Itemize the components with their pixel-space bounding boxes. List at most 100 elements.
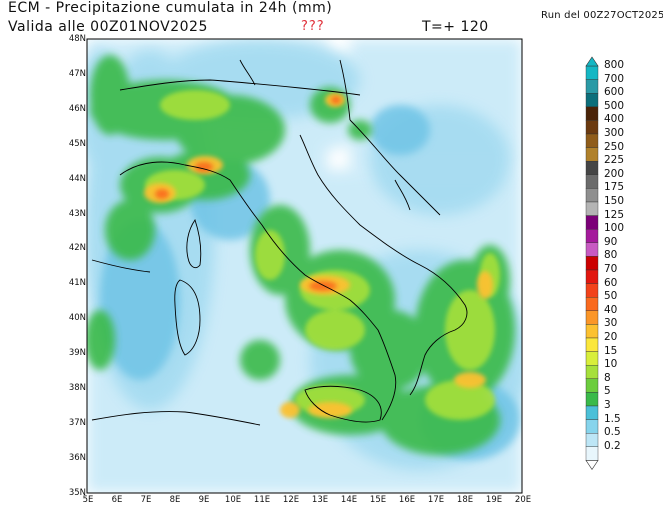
legend-level-label: 60	[604, 276, 618, 289]
legend-level-label: 100	[604, 222, 625, 235]
lon-tick-label: 12E	[282, 495, 300, 505]
lon-tick-label: 13E	[311, 495, 329, 505]
legend-swatch	[585, 256, 599, 271]
legend-swatch	[585, 337, 599, 352]
legend-top-arrow	[585, 56, 599, 67]
plot-frame	[86, 38, 523, 494]
legend-swatch	[585, 228, 599, 243]
legend-level-label: 500	[604, 99, 625, 112]
lat-tick-label: 44N	[68, 173, 86, 184]
legend-swatch	[585, 242, 599, 257]
lon-tick-label: 20E	[514, 495, 532, 505]
legend-level-label: 0.2	[604, 439, 621, 452]
valid-time: Valida alle 00Z01NOV2025	[8, 19, 208, 35]
lat-tick-label: 36N	[68, 452, 86, 463]
lat-tick-label: 43N	[68, 208, 86, 219]
legend-level-label: 15	[604, 344, 618, 357]
legend-swatch	[585, 79, 599, 94]
legend-swatch	[585, 378, 599, 393]
legend-level-label: 300	[604, 127, 625, 139]
coastlines	[91, 59, 468, 426]
legend-level-label: 700	[604, 72, 625, 85]
legend-level-label: 10	[604, 358, 618, 371]
legend-level-label: 5	[604, 385, 611, 398]
lon-tick-label: 7E	[140, 495, 152, 505]
lon-tick-label: 18E	[456, 495, 474, 505]
legend-swatch	[585, 283, 599, 298]
lat-tick-label: 45N	[68, 138, 86, 149]
legend-swatch	[585, 133, 599, 148]
legend-swatch	[585, 92, 599, 107]
legend-level-label: 150	[604, 195, 625, 207]
legend-level-label: 250	[604, 140, 625, 153]
legend-swatch	[585, 324, 599, 339]
legend-swatch	[585, 120, 599, 135]
legend-swatch	[585, 160, 599, 175]
legend-level-label: 600	[604, 86, 625, 99]
legend-swatch	[585, 446, 599, 461]
lat-tick-label: 37N	[68, 417, 86, 428]
legend-level-label: 3	[604, 399, 611, 411]
legend-swatch	[585, 188, 599, 203]
precip-field	[87, 39, 522, 493]
legend-swatch	[585, 405, 599, 420]
lat-tick-label: 41N	[68, 278, 86, 289]
legend-level-label: 225	[604, 154, 625, 167]
legend-level-label: 125	[604, 208, 625, 221]
lat-tick-label: 35N	[68, 487, 86, 498]
legend-colorbar	[585, 56, 599, 470]
legend-level-label: 20	[604, 331, 618, 343]
legend-swatch	[585, 174, 599, 189]
legend-swatch	[585, 201, 599, 216]
legend-level-label: 8	[604, 371, 611, 384]
legend-level-label: 50	[604, 290, 618, 303]
lat-tick-label: 38N	[68, 383, 86, 393]
legend-swatch	[585, 297, 599, 312]
lon-tick-label: 19E	[485, 495, 503, 505]
lat-tick-label: 39N	[68, 348, 86, 359]
lon-tick-label: 8E	[169, 495, 181, 505]
forecast-step: T=+ 120	[422, 19, 489, 35]
legend-swatch	[585, 106, 599, 121]
lat-tick-label: 40N	[68, 313, 86, 324]
lon-tick-label: 10E	[224, 495, 242, 505]
legend-level-label: 800	[604, 59, 625, 71]
legend-level-label: 400	[604, 113, 625, 126]
legend-level-label: 70	[604, 263, 618, 275]
map-title: ECM - Precipitazione cumulata in 24h (mm…	[8, 0, 333, 16]
legend-level-label: 175	[604, 181, 625, 194]
legend-swatch	[585, 351, 599, 366]
legend-level-label: 30	[604, 317, 618, 330]
lon-tick-label: 16E	[398, 495, 416, 505]
lon-tick-label: 11E	[253, 495, 271, 505]
legend-level-label: 200	[604, 167, 625, 180]
legend-swatch	[585, 215, 599, 230]
lon-tick-label: 14E	[340, 495, 358, 505]
legend-level-label: 80	[604, 249, 618, 262]
legend-level-label: 90	[604, 235, 618, 248]
lon-tick-label: 17E	[427, 495, 445, 505]
lon-tick-label: 9E	[198, 495, 210, 505]
lon-tick-label: 15E	[369, 495, 387, 505]
lon-tick-label: 6E	[111, 495, 123, 505]
run-time: Run del 00Z27OCT2025	[541, 10, 663, 21]
legend-swatch	[585, 392, 599, 407]
legend-swatch	[585, 433, 599, 448]
lon-tick-label: 5E	[82, 495, 94, 505]
legend-swatch	[585, 147, 599, 162]
legend-level-label: 40	[604, 303, 618, 316]
lat-tick-label: 48N	[68, 34, 86, 44]
lat-tick-label: 42N	[68, 243, 86, 254]
legend-level-label: 0.5	[604, 426, 621, 439]
legend-swatch	[585, 310, 599, 325]
legend-swatch	[585, 365, 599, 380]
legend-swatch	[585, 269, 599, 284]
lat-tick-label: 47N	[68, 68, 86, 79]
legend-level-label: 1.5	[604, 412, 621, 425]
legend-swatch	[585, 65, 599, 80]
legend-swatch	[585, 419, 599, 434]
question-marks: ???	[301, 19, 325, 34]
lat-tick-label: 46N	[68, 103, 86, 114]
legend-bottom-arrow	[585, 460, 599, 470]
